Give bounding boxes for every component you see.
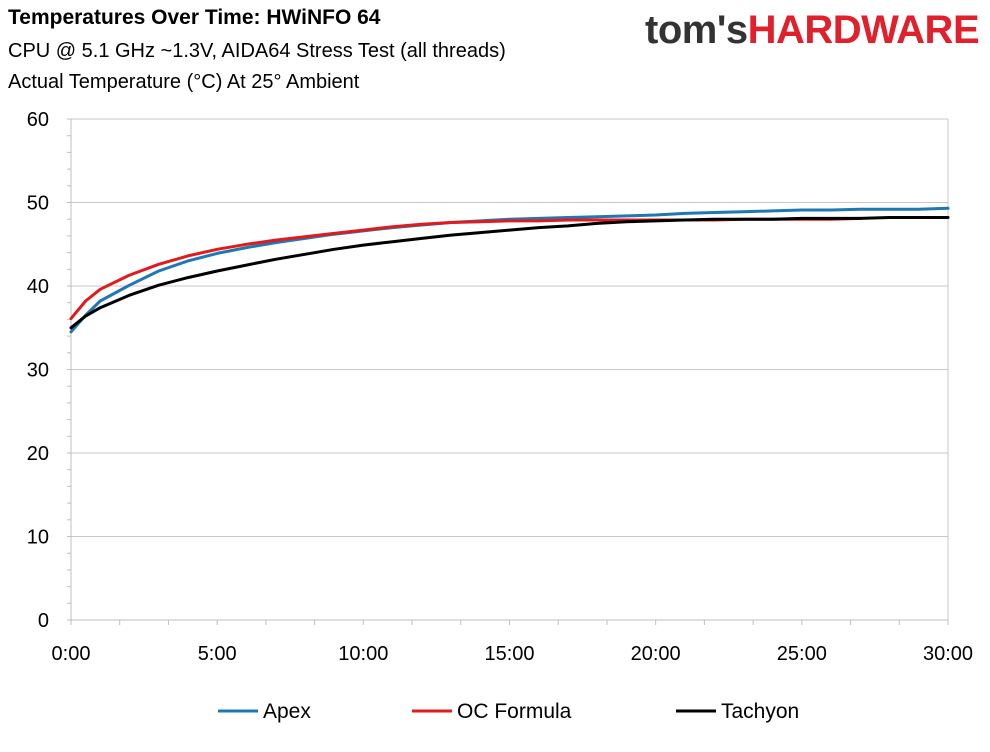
series-line-tachyon bbox=[69, 216, 950, 330]
chart-subtitle-2: Actual Temperature (°C) At 25° Ambient bbox=[8, 71, 360, 93]
chart-title: Temperatures Over Time: HWiNFO 64 bbox=[8, 6, 381, 29]
y-tick-label: 20 bbox=[27, 443, 49, 465]
series-lines bbox=[69, 206, 950, 334]
y-tick-label: 40 bbox=[27, 276, 49, 298]
x-tick-label: 0:00 bbox=[52, 643, 91, 665]
series-line-apex bbox=[69, 206, 950, 334]
axes bbox=[67, 118, 949, 625]
x-tick-label: 30:00 bbox=[923, 643, 973, 665]
x-tick-labels: 0:00 5:00 10:00 15:00 20:00 25:00 30:00 bbox=[52, 643, 974, 665]
chart-subtitle-1: CPU @ 5.1 GHz ~1.3V, AIDA64 Stress Test … bbox=[8, 40, 506, 62]
y-tick-label: 60 bbox=[27, 109, 49, 131]
y-tick-label: 30 bbox=[27, 360, 49, 382]
logo-part-1: tom's bbox=[645, 8, 748, 52]
x-tick-label: 5:00 bbox=[198, 643, 237, 665]
x-tick-label: 10:00 bbox=[338, 643, 388, 665]
y-tick-labels: 0 10 20 30 40 50 60 bbox=[27, 109, 49, 632]
logo-part-2: HARDWARE bbox=[747, 8, 980, 52]
legend: Apex OC Formula Tachyon bbox=[218, 700, 799, 723]
legend-label-tachyon: Tachyon bbox=[721, 700, 799, 723]
x-tick-label: 25:00 bbox=[777, 643, 827, 665]
x-tick-label: 15:00 bbox=[484, 643, 534, 665]
toms-hardware-logo: tom'sHARDWARE bbox=[645, 8, 980, 53]
y-tick-label: 0 bbox=[38, 610, 49, 632]
legend-label-apex: Apex bbox=[263, 700, 311, 723]
y-tick-label: 50 bbox=[27, 193, 49, 215]
x-tick-label: 20:00 bbox=[631, 643, 681, 665]
y-tick-label: 10 bbox=[27, 527, 49, 549]
legend-label-oc-formula: OC Formula bbox=[457, 700, 572, 723]
grid-lines bbox=[71, 118, 949, 620]
